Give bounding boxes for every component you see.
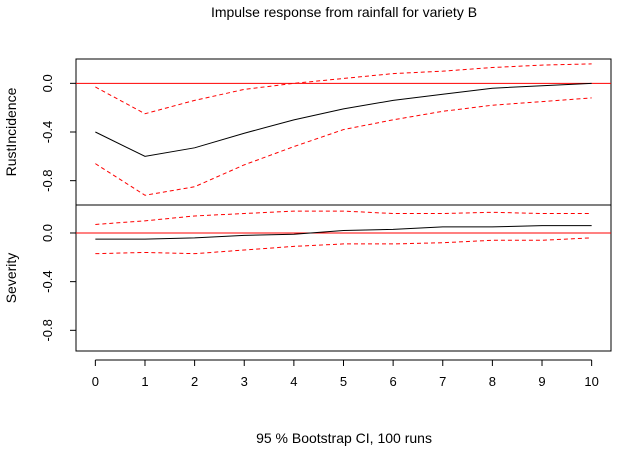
x-axis-label: 95 % Bootstrap CI, 100 runs (256, 430, 432, 446)
x-tick-label: 6 (390, 374, 397, 389)
y-tick-label: 0.0 (40, 224, 55, 242)
x-tick-label: 7 (439, 374, 446, 389)
series-lower-line (95, 97, 592, 196)
series-lower-line (95, 237, 592, 255)
x-tick-label: 1 (141, 374, 148, 389)
x-tick-label: 9 (538, 374, 545, 389)
y-tick-label: -0.8 (40, 319, 55, 341)
plot-panels: 0.0 -0.4 -0.8 RustIncidence 0.0 -0.4 -0.8 Sever… (3, 58, 612, 352)
y-tick-label: -0.4 (40, 121, 55, 143)
chart-title: Impulse response from rainfall for varie… (211, 4, 477, 20)
x-tick-label: 0 (92, 374, 99, 389)
panel-1: 0.0 -0.4 -0.8 Severity (3, 204, 612, 352)
y-axis-label: Severity (3, 253, 19, 304)
panel-frame (75, 204, 612, 352)
series-upper-line (95, 210, 592, 225)
series-response-line (95, 225, 592, 240)
x-tick-label: 4 (290, 374, 297, 389)
panel-0: 0.0 -0.4 -0.8 RustIncidence (3, 58, 612, 206)
x-tick-label: 8 (489, 374, 496, 389)
y-axis-label: RustIncidence (3, 87, 19, 176)
x-axis: 0 1 2 3 4 5 6 7 8 9 10 (92, 359, 599, 389)
y-tick-label: -0.8 (40, 169, 55, 191)
x-tick-label: 5 (340, 374, 347, 389)
x-tick-label: 3 (241, 374, 248, 389)
y-tick-label: 0.0 (40, 74, 55, 92)
y-tick-label: -0.4 (40, 270, 55, 292)
x-tick-label: 2 (191, 374, 198, 389)
x-tick-label: 10 (584, 374, 598, 389)
series-response-line (95, 82, 592, 157)
